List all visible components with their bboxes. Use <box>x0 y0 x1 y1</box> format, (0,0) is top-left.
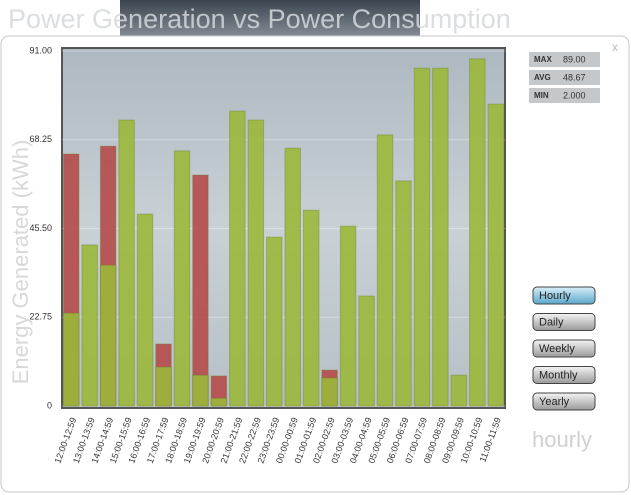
y-tick-label: 68.25 <box>29 134 52 144</box>
period-button-label[interactable]: Hourly <box>539 290 571 302</box>
chart-title: Power Generation vs Power Consumption <box>8 4 511 34</box>
bar <box>413 67 431 407</box>
stat-box <box>529 52 600 67</box>
period-button-label[interactable]: Monthly <box>539 369 578 381</box>
bar <box>192 374 209 407</box>
stat-label: MIN <box>534 91 549 100</box>
y-tick-label: 45.50 <box>29 223 52 233</box>
y-tick-label: 91.00 <box>29 45 52 55</box>
bar <box>487 103 505 407</box>
bar <box>155 366 172 407</box>
close-button[interactable]: x <box>612 40 618 54</box>
bar <box>432 67 449 407</box>
bar <box>376 134 394 407</box>
period-button[interactable] <box>532 392 596 411</box>
stat-box <box>529 88 600 103</box>
bar <box>469 58 486 407</box>
period-button[interactable] <box>532 366 596 384</box>
bar <box>302 209 320 407</box>
bar <box>118 119 135 407</box>
stat-label: AVG <box>534 73 551 82</box>
bar <box>339 225 357 407</box>
bar <box>99 264 117 407</box>
bar <box>358 295 375 407</box>
stat-value: 2.000 <box>563 90 586 100</box>
stat-value: 89.00 <box>563 54 586 64</box>
period-button-label[interactable]: Daily <box>539 316 564 328</box>
bar <box>173 150 191 407</box>
period-button[interactable] <box>532 313 596 331</box>
bar <box>247 119 265 407</box>
bar <box>229 110 246 407</box>
bar <box>266 236 283 407</box>
bar <box>136 213 154 407</box>
period-button-label[interactable]: Yearly <box>539 396 570 408</box>
header-image <box>120 0 420 40</box>
bar <box>450 374 468 407</box>
bar <box>321 377 338 407</box>
period-button[interactable] <box>532 339 596 358</box>
period-button-label[interactable]: Weekly <box>539 343 575 355</box>
stat-value: 48.67 <box>563 72 586 82</box>
bar <box>81 244 98 407</box>
period-button[interactable] <box>532 286 596 305</box>
plot-area <box>61 47 506 409</box>
bar <box>62 312 80 407</box>
stat-label: MAX <box>534 55 552 64</box>
bar <box>192 174 209 407</box>
y-axis-label: Energy Generated (kWh) <box>8 140 33 385</box>
bar <box>284 147 301 407</box>
bar <box>210 397 228 407</box>
stat-box <box>529 70 600 85</box>
y-tick-label: 22.75 <box>29 312 52 322</box>
bar <box>395 180 412 407</box>
period-label: hourly <box>532 427 592 452</box>
y-tick-label: 0 <box>47 400 52 410</box>
